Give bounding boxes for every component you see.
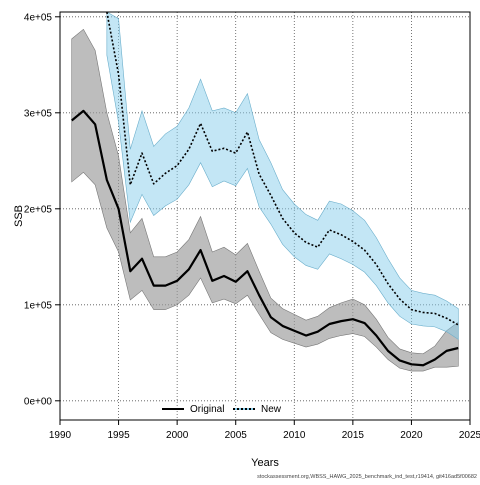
y-tick-label: 3e+05 [24, 108, 53, 119]
series-lines [71, 12, 459, 367]
legend: Original New [162, 404, 282, 415]
y-tick-label: 2e+05 [24, 204, 53, 215]
footer-note: stockassessment.org,WBSS_HAWG_2025_bench… [257, 474, 477, 480]
y-axis-title: SSB [13, 205, 25, 227]
x-tick-label: 2015 [342, 430, 365, 441]
confidence-bands [71, 12, 459, 372]
x-axis: 1990 1995 2000 2005 2010 2015 2020 2025 [49, 420, 480, 441]
x-axis-title: Years [251, 457, 279, 469]
x-tick-label: 1990 [49, 430, 72, 441]
x-tick-label: 2000 [166, 430, 189, 441]
x-tick-label: 2005 [225, 430, 248, 441]
x-tick-label: 2020 [400, 430, 423, 441]
series-line-new [106, 12, 459, 326]
series-line-original [71, 109, 459, 367]
plot-frame [59, 11, 471, 421]
x-tick-label: 1995 [107, 430, 130, 441]
y-tick-label: 1e+05 [24, 300, 53, 311]
legend-label-new: New [261, 404, 282, 415]
y-tick-label: 4e+05 [24, 12, 53, 23]
confidence-band-original [71, 28, 459, 372]
y-axis: 0e+00 1e+05 2e+05 3e+05 4e+05 [24, 12, 60, 407]
y-tick-label: 0e+00 [24, 396, 53, 407]
x-tick-label: 2025 [459, 430, 480, 441]
x-tick-label: 2010 [283, 430, 306, 441]
legend-label-original: Original [190, 404, 224, 415]
